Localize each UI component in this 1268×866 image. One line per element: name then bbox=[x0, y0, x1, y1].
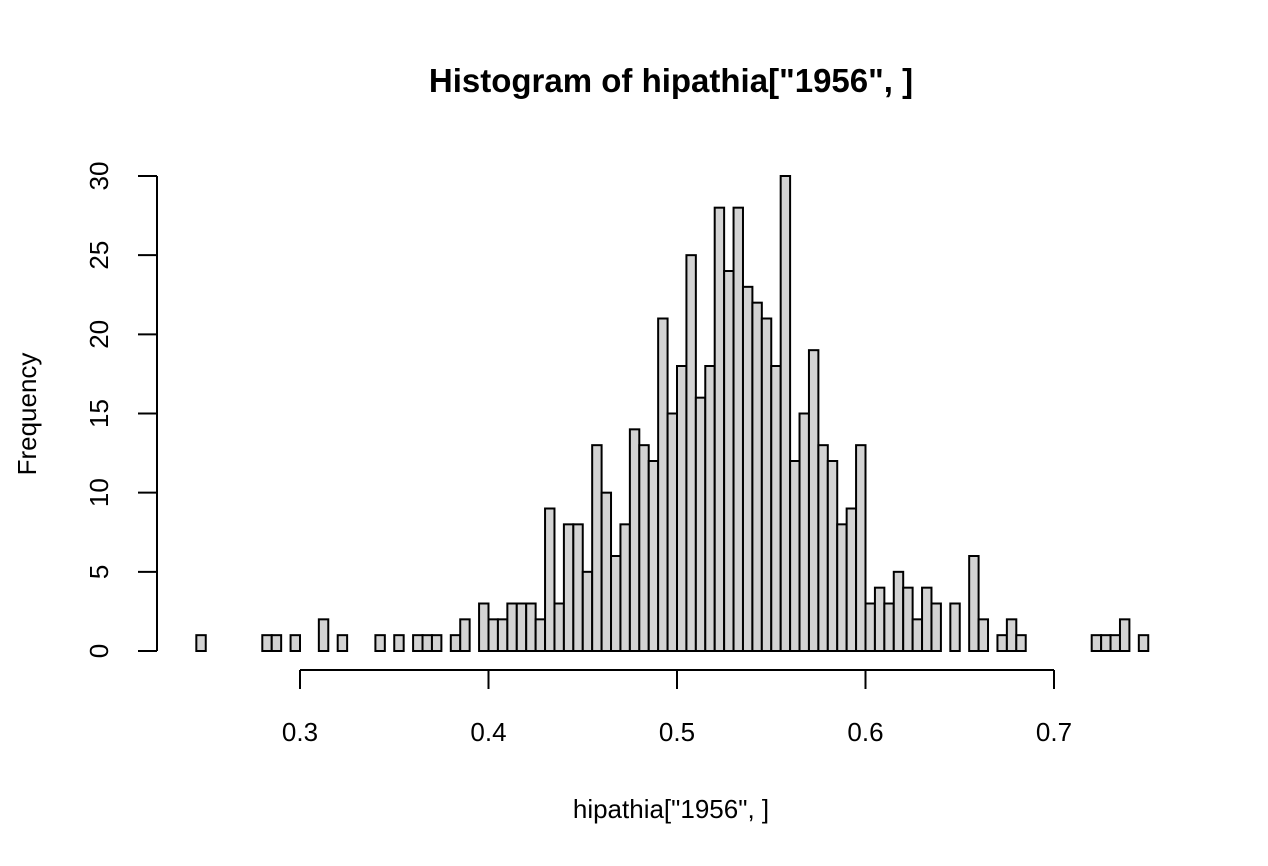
histogram-bar bbox=[506, 602, 518, 652]
histogram-bar bbox=[685, 254, 697, 653]
histogram-bar bbox=[562, 523, 575, 652]
histogram-bar bbox=[723, 270, 735, 652]
histogram-bar bbox=[336, 634, 349, 653]
histogram-bar bbox=[600, 491, 613, 652]
histogram-bar bbox=[732, 206, 744, 653]
histogram-bar bbox=[270, 634, 283, 653]
y-tick-label: 10 bbox=[84, 478, 114, 507]
x-tick-label: 0.5 bbox=[659, 717, 695, 747]
histogram-bar bbox=[412, 634, 424, 653]
histogram-bar bbox=[789, 460, 801, 652]
histogram-bar bbox=[374, 634, 386, 653]
histogram-bar bbox=[1005, 618, 1018, 652]
histogram-bar bbox=[694, 396, 707, 652]
histogram-bar bbox=[1137, 634, 1150, 653]
histogram-bar bbox=[1109, 634, 1121, 653]
histogram-bar bbox=[449, 634, 462, 653]
histogram-bar bbox=[647, 460, 660, 652]
y-tick-label: 20 bbox=[84, 320, 114, 349]
y-tick-label: 15 bbox=[84, 399, 114, 428]
histogram-bar bbox=[572, 523, 584, 652]
histogram-bar bbox=[534, 618, 547, 652]
histogram-bar bbox=[544, 507, 556, 652]
histogram-bar bbox=[751, 301, 763, 652]
histogram-bar bbox=[1090, 634, 1103, 653]
histogram-bar bbox=[1100, 634, 1112, 653]
histogram-bar bbox=[779, 175, 792, 652]
histogram-bar bbox=[873, 586, 886, 653]
x-tick-label: 0.6 bbox=[847, 717, 883, 747]
x-tick-label: 0.7 bbox=[1036, 717, 1072, 747]
histogram-bar bbox=[1015, 634, 1027, 653]
histogram-bar bbox=[713, 206, 726, 653]
histogram-bar bbox=[581, 570, 594, 652]
histogram-bar bbox=[883, 602, 895, 652]
histogram-bar bbox=[553, 602, 565, 652]
histogram-bar bbox=[949, 602, 961, 652]
histogram-bar bbox=[610, 555, 622, 652]
histogram-bar bbox=[770, 365, 782, 652]
histogram-bar bbox=[487, 618, 499, 652]
histogram-bar bbox=[676, 365, 688, 652]
histogram-bar bbox=[892, 570, 905, 652]
histogram-bar bbox=[921, 586, 933, 653]
histogram-bar bbox=[459, 618, 471, 652]
x-axis: 0.3 0.4 0.5 0.6 0.7 bbox=[282, 669, 1072, 747]
histogram-bar bbox=[628, 428, 641, 653]
histogram-bar bbox=[430, 634, 443, 653]
y-tick-label: 30 bbox=[84, 162, 114, 191]
chart-title: Histogram of hipathia["1956", ] bbox=[429, 62, 913, 99]
histogram-bar bbox=[855, 444, 867, 652]
histogram-bar bbox=[657, 317, 669, 652]
histogram-bar bbox=[741, 285, 754, 652]
histogram-bar bbox=[591, 444, 603, 652]
y-axis-label: Frequency bbox=[12, 353, 42, 476]
histogram-bar bbox=[666, 412, 679, 652]
histogram-bar bbox=[845, 507, 858, 652]
histogram-bar bbox=[977, 618, 990, 652]
histogram-bar bbox=[195, 634, 207, 653]
x-axis-label: hipathia["1956", ] bbox=[573, 794, 769, 824]
histogram-bar bbox=[911, 618, 924, 652]
y-tick-label: 0 bbox=[84, 644, 114, 658]
histogram-bar bbox=[996, 634, 1008, 653]
histogram-bar bbox=[317, 618, 330, 652]
histogram-bar bbox=[704, 365, 716, 652]
x-tick-label: 0.4 bbox=[470, 717, 506, 747]
histogram-bar bbox=[478, 602, 490, 652]
histogram-bar bbox=[289, 634, 302, 653]
histogram-bar bbox=[1118, 618, 1131, 652]
bars-group bbox=[195, 175, 1150, 653]
histogram-bar bbox=[525, 602, 537, 652]
histogram-bar bbox=[421, 634, 433, 653]
histogram-bar bbox=[968, 555, 980, 652]
y-tick-label: 5 bbox=[84, 565, 114, 579]
histogram-bar bbox=[864, 602, 876, 652]
histogram-bar bbox=[817, 444, 829, 652]
histogram-bar bbox=[826, 460, 839, 652]
histogram-bar bbox=[638, 444, 650, 652]
x-tick-label: 0.3 bbox=[282, 717, 318, 747]
histogram-bar bbox=[496, 618, 509, 652]
y-axis: 0 5 10 15 20 25 30 bbox=[84, 162, 158, 658]
histogram-bar bbox=[930, 602, 942, 652]
histogram-bar bbox=[836, 523, 848, 652]
histogram-bar bbox=[798, 412, 810, 652]
histogram-bar bbox=[393, 634, 405, 653]
histogram-bar bbox=[807, 349, 820, 652]
histogram-bar bbox=[760, 317, 773, 652]
histogram-bar bbox=[515, 602, 528, 652]
histogram-bar bbox=[619, 523, 631, 652]
histogram-bar bbox=[261, 634, 273, 653]
y-tick-label: 25 bbox=[84, 241, 114, 270]
histogram-bar bbox=[902, 586, 914, 653]
